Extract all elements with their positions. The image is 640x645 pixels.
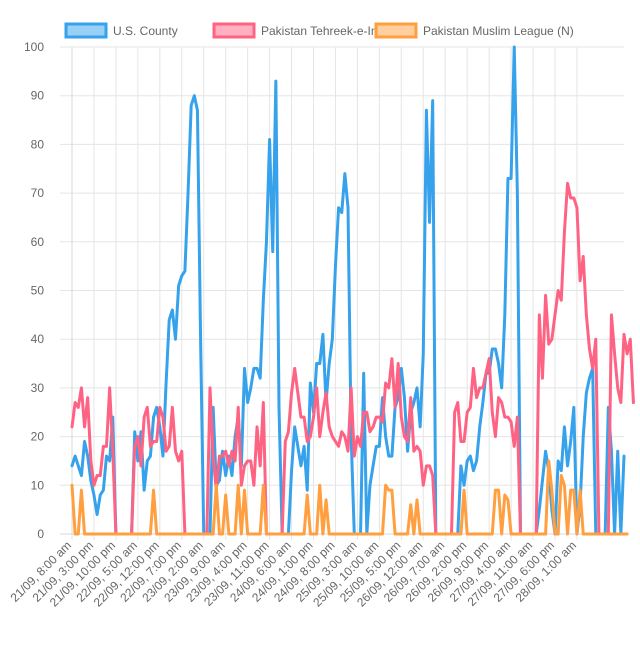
y-tick-label: 30 <box>31 381 45 395</box>
legend-item-1[interactable]: U.S. County <box>64 22 178 39</box>
y-tick-label: 10 <box>31 478 45 492</box>
legend-label: Pakistan Tehreek-e-Insaf <box>261 24 394 38</box>
y-tick-label: 40 <box>31 332 45 346</box>
legend-swatch <box>374 22 418 39</box>
legend[interactable]: U.S. County Pakistan Tehreek-e-Insaf Pakis… <box>64 22 574 39</box>
y-tick-label: 20 <box>31 430 45 444</box>
legend-label: Pakistan Muslim League (N) <box>423 24 574 38</box>
y-tick-label: 70 <box>31 186 45 200</box>
series-line-3 <box>70 459 629 536</box>
y-tick-label: 0 <box>37 527 44 541</box>
y-tick-label: 60 <box>31 235 45 249</box>
y-tick-label: 100 <box>24 40 44 54</box>
y-tick-label: 80 <box>31 137 45 151</box>
y-tick-label: 90 <box>31 89 45 103</box>
legend-item-2[interactable]: Pakistan Tehreek-e-Insaf <box>212 22 394 39</box>
legend-swatch <box>212 22 256 39</box>
series-line-2 <box>70 181 635 536</box>
y-axis: 0 10 20 30 40 50 60 70 80 90 100 <box>24 40 44 541</box>
grid <box>60 46 624 540</box>
legend-label: U.S. County <box>113 24 178 38</box>
series-lines <box>70 45 635 536</box>
legend-swatch <box>64 22 108 39</box>
y-tick-label: 50 <box>31 284 45 298</box>
legend-item-3[interactable]: Pakistan Muslim League (N) <box>374 22 574 39</box>
